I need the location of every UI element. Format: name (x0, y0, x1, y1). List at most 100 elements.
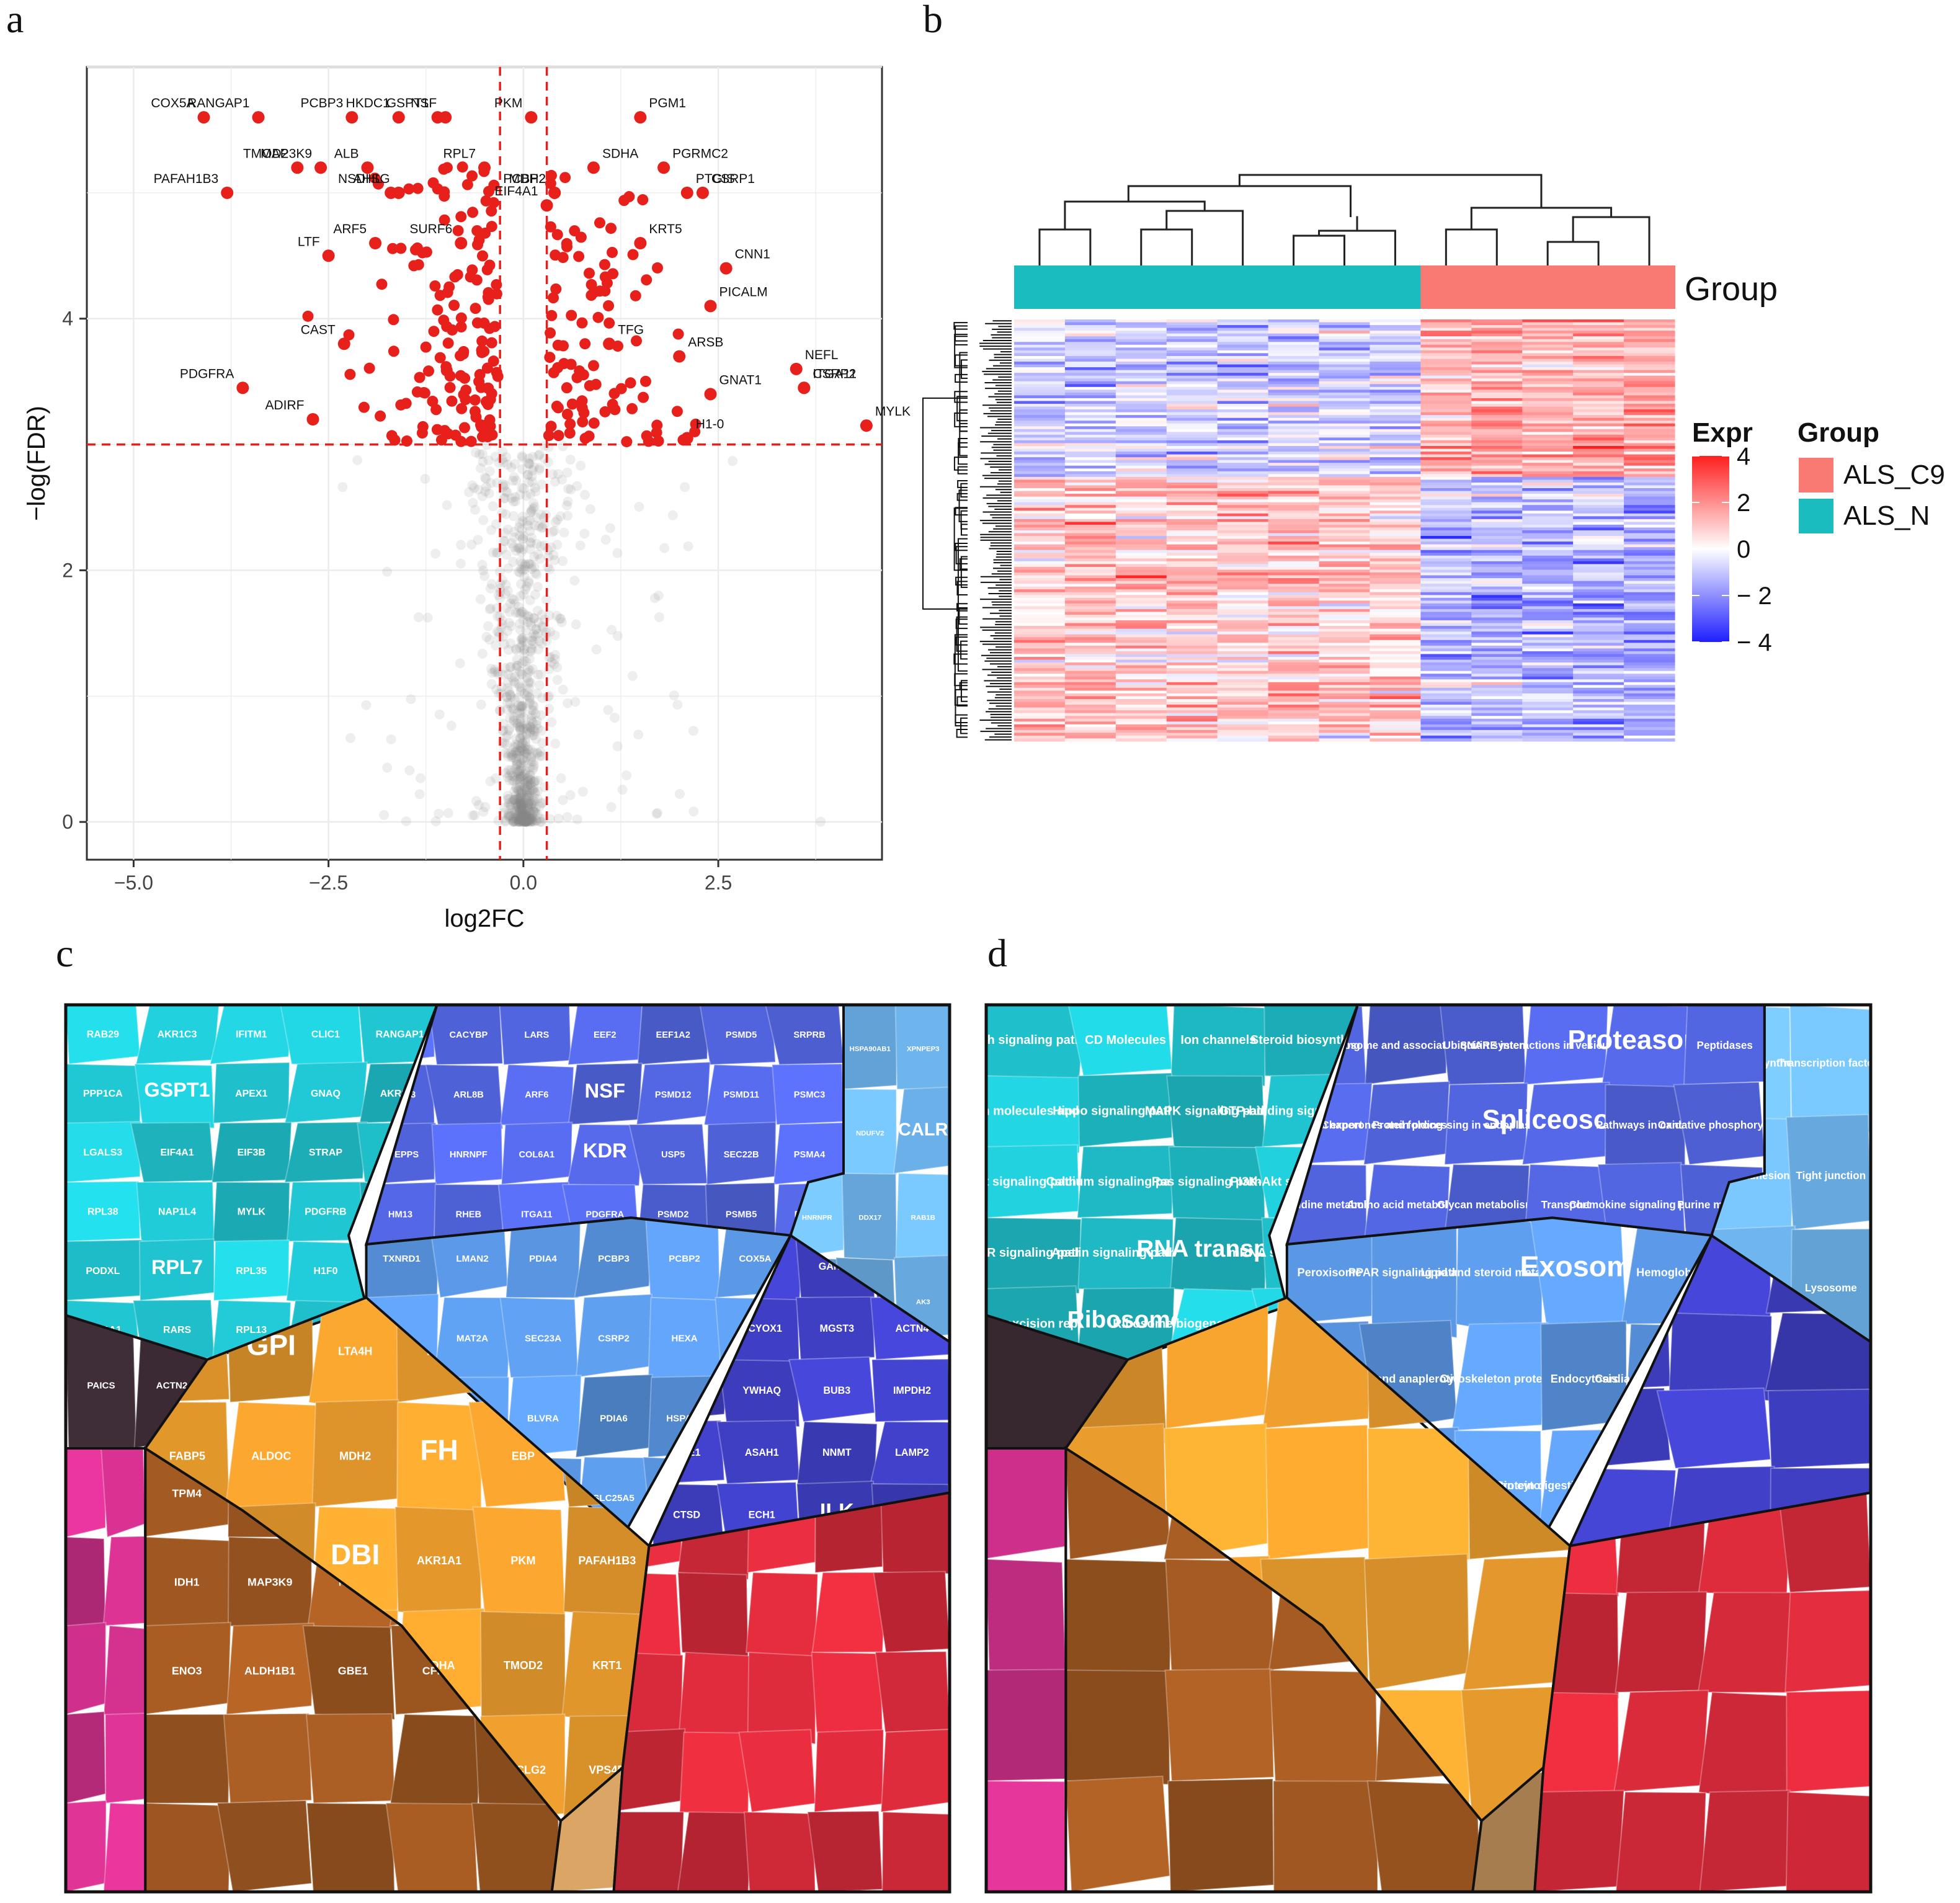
heatmap-cell (1268, 592, 1320, 595)
volcano-point-nonsig (508, 496, 519, 507)
heatmap-cell (1370, 463, 1421, 466)
heatmap-cell (1319, 482, 1371, 486)
volcano-point-sig (638, 391, 649, 403)
heatmap-cell (1014, 654, 1066, 657)
heatmap-cell (1014, 578, 1066, 582)
treemap-cell (893, 1086, 950, 1174)
volcano-point-nonsig (515, 799, 526, 809)
heatmap-cell (1319, 634, 1371, 638)
volcano-point-nonsig (537, 621, 548, 631)
heatmap-cell (1268, 564, 1320, 568)
heatmap-cell (1471, 643, 1523, 646)
volcano-point-nonsig (525, 813, 536, 824)
volcano-point-nonsig (565, 790, 576, 800)
heatmap-cell (1166, 631, 1218, 635)
volcano-point-nonsig (606, 802, 617, 813)
heatmap-cell (1471, 617, 1523, 621)
heatmap-cell (1166, 465, 1218, 469)
heatmap-cell (1217, 350, 1269, 354)
heatmap-cell (1471, 718, 1523, 722)
heatmap-cell (1166, 738, 1218, 742)
heatmap-cell (1166, 381, 1218, 385)
heatmap-cell (1268, 702, 1320, 705)
heatmap-cell (1115, 634, 1167, 638)
treemap-region-blue: VDAC1CACYBPLARSEEF2EEF1A2PSMD5SRPRBVDAC3… (366, 1005, 844, 1245)
volcano-point-nonsig (507, 775, 518, 785)
treemap-cell (1673, 1081, 1765, 1165)
heatmap-cell (1014, 457, 1066, 461)
heatmap-cell (1166, 558, 1218, 562)
volcano-point-labeled (322, 249, 335, 262)
heatmap-cell (1319, 674, 1371, 677)
volcano-point-nonsig (562, 510, 572, 521)
treemap-cell-label: NME1 (673, 1447, 701, 1458)
volcano-point-nonsig (500, 816, 510, 826)
point-label: LTF (298, 234, 320, 249)
heatmap-cell (1014, 705, 1066, 708)
volcano-point-nonsig (525, 808, 535, 818)
heatmap-cell (1624, 421, 1675, 424)
volcano-point-nonsig (520, 785, 530, 795)
volcano-point-nonsig (517, 534, 528, 545)
treemap-cell (738, 1729, 816, 1813)
heatmap-cell (1420, 705, 1472, 708)
volcano-point-nonsig (515, 567, 525, 577)
heatmap-cell (1420, 443, 1472, 447)
volcano-point-nonsig (506, 638, 516, 649)
volcano-point-nonsig (495, 579, 506, 589)
heatmap-cell (1522, 468, 1574, 472)
heatmap-cell (1420, 533, 1472, 537)
heatmap-cell (1064, 674, 1116, 677)
heatmap-cell (1014, 547, 1066, 551)
heatmap-cell (1370, 510, 1421, 514)
heatmap-cell (1166, 398, 1218, 402)
heatmap-cell (1166, 404, 1218, 408)
volcano-point-sig (411, 242, 423, 254)
heatmap-cell (1014, 676, 1066, 680)
heatmap-cell (1420, 573, 1472, 576)
volcano-point-nonsig (506, 800, 516, 810)
dendrogram-branch (1445, 228, 1498, 265)
heatmap-cell (1522, 386, 1574, 390)
heatmap-cell (1217, 437, 1269, 441)
volcano-point-nonsig (515, 785, 526, 795)
heatmap-cell (1014, 668, 1066, 672)
heatmap-cell (1217, 342, 1269, 345)
heatmap-cell (1471, 671, 1523, 674)
volcano-point-nonsig (525, 726, 536, 737)
heatmap-cell (1319, 406, 1371, 410)
volcano-point-nonsig (544, 703, 555, 714)
heatmap-cell (1014, 404, 1066, 408)
heatmap-cell (1624, 322, 1675, 326)
heatmap-cell (1624, 679, 1675, 683)
treemap-cell-label: SLC25A5 (593, 1493, 635, 1504)
heatmap-cell (1014, 657, 1066, 661)
volcano-point-nonsig (446, 720, 457, 731)
volcano-point-nonsig (520, 561, 530, 571)
treemap-cell-label: CALR (898, 1120, 948, 1140)
heatmap-cell (1522, 606, 1574, 610)
volcano-point-labeled (634, 237, 647, 249)
heatmap-cell (1370, 606, 1421, 610)
heatmap-cell (1268, 415, 1320, 419)
heatmap-cell (1319, 401, 1371, 404)
heatmap-cell (1115, 696, 1167, 700)
volcano-point-nonsig (509, 816, 520, 827)
heatmap-cell (1217, 566, 1269, 571)
heatmap-cell (1522, 440, 1574, 444)
volcano-point-nonsig (518, 636, 528, 647)
volcano-point-nonsig (504, 686, 514, 697)
row-dendrogram-branch (960, 556, 968, 588)
heatmap-cell (1522, 325, 1574, 329)
heatmap-cell (1268, 432, 1320, 435)
heatmap-cell (1573, 384, 1624, 388)
volcano-point-nonsig (551, 610, 562, 621)
volcano-point-nonsig (517, 788, 527, 799)
volcano-point-nonsig (502, 704, 512, 715)
heatmap-cell (1064, 561, 1116, 564)
volcano-point-nonsig (517, 533, 528, 544)
volcano-point-nonsig (434, 808, 444, 819)
volcano-point-nonsig (519, 572, 530, 582)
heatmap-cell (1319, 716, 1371, 720)
volcano-point-nonsig (552, 514, 563, 525)
